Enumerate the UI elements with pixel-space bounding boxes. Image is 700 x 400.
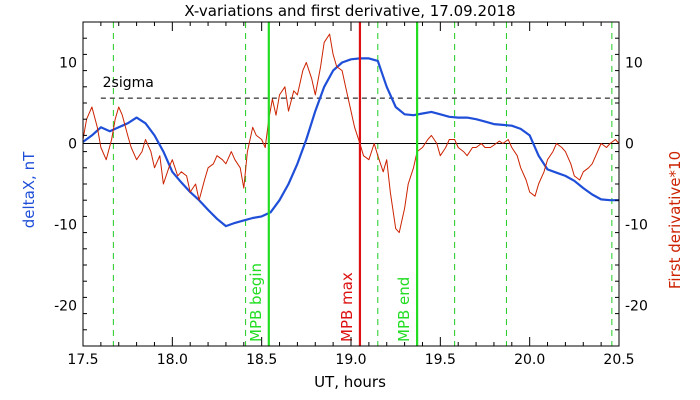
x-tick-label: 19.0	[335, 352, 366, 368]
y-tick-label-right: 10	[625, 56, 643, 72]
plot-area: 2sigma MPB begin MPB max MPB end 17.5 18.0 18.…	[54, 21, 648, 368]
y-tick-label-right: 0	[625, 137, 634, 153]
mpb-max-label: MPB max	[338, 272, 356, 342]
derivative-line	[82, 33, 620, 234]
x-tick-label: 19.5	[425, 352, 456, 368]
x-tick-label: 20.0	[514, 352, 545, 368]
x-axis-label: UT, hours	[314, 373, 386, 391]
x-tick-label: 17.5	[67, 352, 98, 368]
x-tick-label: 20.5	[603, 352, 634, 368]
x-tick-label: 18.5	[246, 352, 277, 368]
deltaX-line	[82, 57, 619, 228]
x-tick-label: 18.0	[157, 352, 188, 368]
y-tick-label-left: 10	[59, 56, 77, 72]
mpb-begin-label: MPB begin	[247, 263, 265, 342]
y-tick-label-left: -10	[54, 218, 77, 234]
y-tick-label-left: 0	[68, 137, 77, 153]
y-tick-label-right: -20	[625, 299, 648, 315]
chart-title: X-variations and first derivative, 17.09…	[184, 2, 515, 20]
threshold-label: 2sigma	[103, 75, 154, 91]
y-tick-label-right: -10	[625, 218, 648, 234]
y-tick-label-left: -20	[54, 299, 77, 315]
mpb-end-label: MPB end	[395, 277, 413, 342]
y-axis-right-label: First derivative*10	[666, 151, 684, 289]
y-axis-left-label: deltaX, nT	[20, 151, 38, 228]
